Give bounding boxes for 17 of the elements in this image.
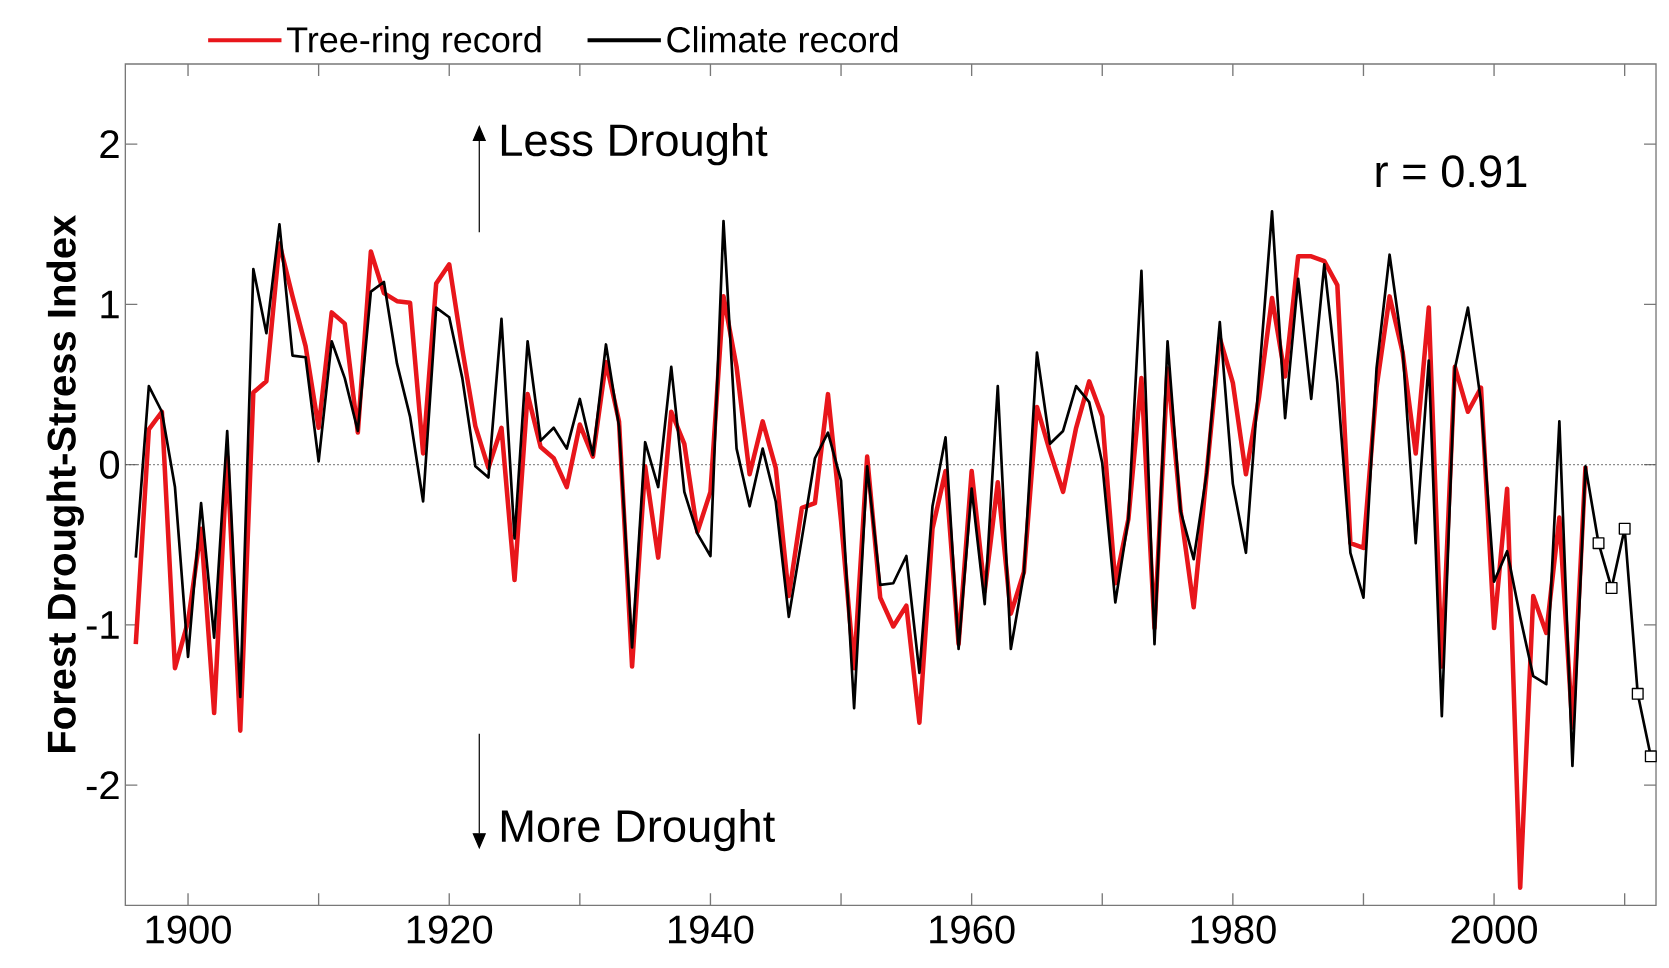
y-tick-label: -1 — [86, 611, 119, 639]
legend-label: Climate record — [667, 26, 898, 53]
x-tick-label: 1960 — [930, 915, 1015, 944]
legend-label: Tree-ring record — [286, 26, 541, 60]
y-tick-label: 2 — [100, 130, 119, 159]
annotation: r = 0.91 — [1376, 155, 1527, 188]
x-tick-label: 1900 — [146, 915, 231, 944]
x-tick-label: 1980 — [1191, 915, 1276, 944]
x-tick-label: 2000 — [1451, 915, 1537, 944]
y-tick-label: 1 — [101, 290, 119, 319]
annotation: More Drought — [501, 808, 775, 852]
x-tick-label: 1920 — [407, 915, 493, 944]
y-axis-title: Forest Drought-Stress Index — [46, 214, 84, 753]
y-tick-label: -2 — [86, 771, 119, 800]
x-tick-label: 1940 — [669, 915, 754, 944]
annotation: Less Drought — [501, 123, 768, 166]
y-tick-label: 0 — [99, 450, 120, 479]
